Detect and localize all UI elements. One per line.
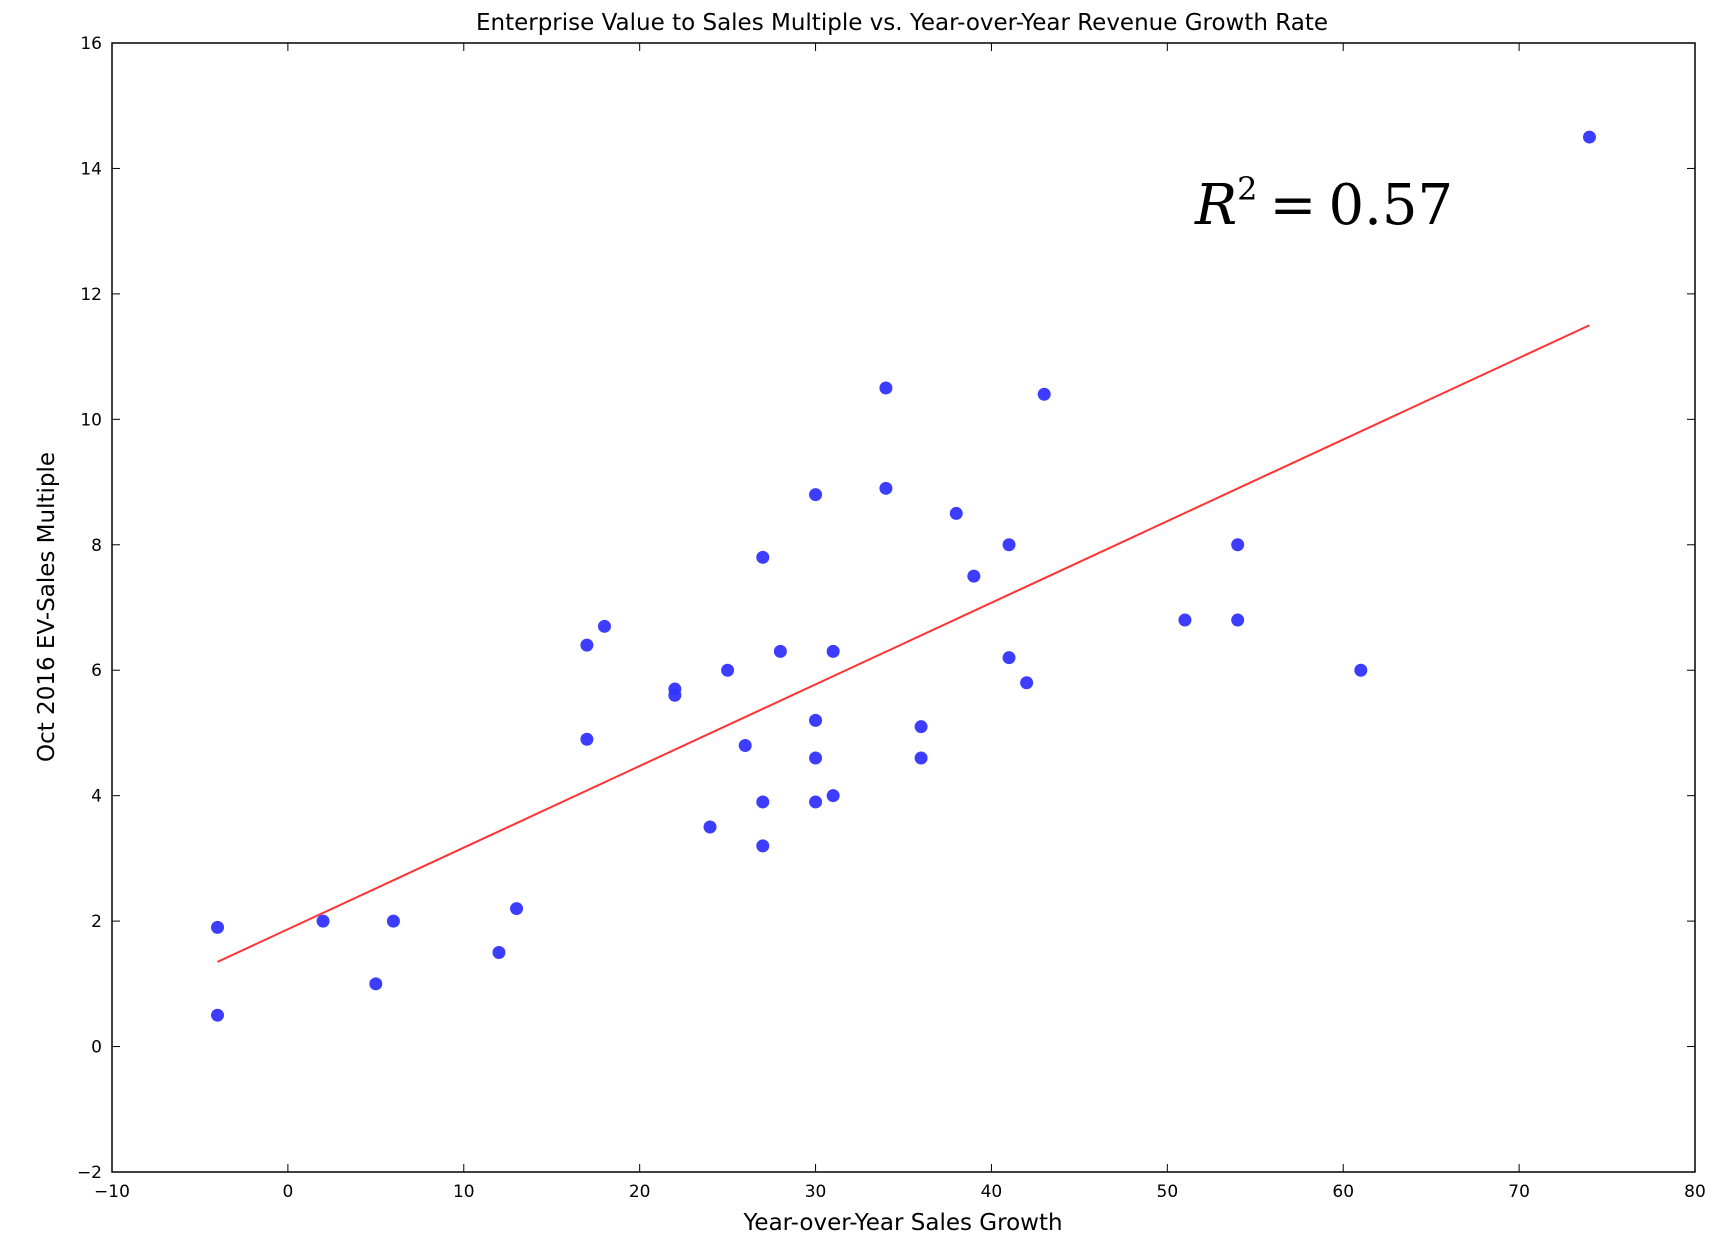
x-tick-label: −10 xyxy=(94,1182,130,1202)
data-point xyxy=(809,713,823,727)
y-tick-label: 0 xyxy=(91,1038,102,1058)
y-tick-label: 12 xyxy=(80,285,102,305)
x-tick-label: 30 xyxy=(805,1182,827,1202)
data-point xyxy=(809,795,823,809)
x-tick-label: 50 xyxy=(1157,1182,1179,1202)
data-point xyxy=(949,506,963,520)
x-tick-label: 80 xyxy=(1684,1182,1706,1202)
x-axis-title: Year-over-Year Sales Growth xyxy=(742,1210,1062,1236)
data-point xyxy=(879,481,893,495)
r-squared-r: R xyxy=(1194,173,1237,238)
data-point xyxy=(211,920,225,934)
data-point xyxy=(510,902,524,916)
x-tick-label: 20 xyxy=(629,1182,651,1202)
data-point xyxy=(914,751,928,765)
data-point xyxy=(597,619,611,633)
data-point xyxy=(1037,387,1051,401)
data-point xyxy=(879,381,893,395)
data-point xyxy=(773,644,787,658)
data-point xyxy=(580,638,594,652)
r-squared-equals: = xyxy=(1270,173,1317,238)
y-tick-label: 10 xyxy=(80,410,102,430)
data-point xyxy=(1020,676,1034,690)
y-tick-label: 16 xyxy=(80,34,102,54)
data-point xyxy=(826,789,840,803)
data-point xyxy=(316,914,330,928)
r-squared-exponent: 2 xyxy=(1237,170,1257,208)
data-points xyxy=(211,130,1596,1022)
data-point xyxy=(756,839,770,853)
data-point xyxy=(1231,613,1245,627)
trend-line xyxy=(217,324,1590,963)
data-point xyxy=(809,488,823,502)
plot-frame xyxy=(111,42,1696,1173)
r-squared-annotation: R2 = 0.57 xyxy=(1194,170,1453,238)
data-point xyxy=(580,732,594,746)
data-point xyxy=(809,751,823,765)
y-tick-label: 14 xyxy=(80,159,102,179)
data-point xyxy=(756,795,770,809)
data-point xyxy=(1354,663,1368,677)
r-squared-value: 0.57 xyxy=(1328,173,1453,238)
x-tick-label: 40 xyxy=(981,1182,1003,1202)
x-tick-label: 0 xyxy=(282,1182,293,1202)
y-axis-title: Oct 2016 EV-Sales Multiple xyxy=(34,452,60,762)
data-point xyxy=(211,1008,225,1022)
data-point xyxy=(967,569,981,583)
data-point xyxy=(756,550,770,564)
data-point xyxy=(1231,538,1245,552)
data-point xyxy=(703,820,717,834)
chart-title: Enterprise Value to Sales Multiple vs. Y… xyxy=(476,10,1328,36)
data-point xyxy=(386,914,400,928)
data-point xyxy=(1002,538,1016,552)
data-point xyxy=(738,738,752,752)
trend-line-group xyxy=(217,324,1590,963)
data-point xyxy=(668,688,682,702)
data-point xyxy=(1582,130,1596,144)
data-point xyxy=(1002,651,1016,665)
data-point xyxy=(1178,613,1192,627)
x-tick-label: 60 xyxy=(1332,1182,1354,1202)
x-tick-label: 70 xyxy=(1508,1182,1530,1202)
data-point xyxy=(914,720,928,734)
x-tick-label: 10 xyxy=(453,1182,475,1202)
data-point xyxy=(369,977,383,991)
y-tick-label: 8 xyxy=(91,536,102,556)
y-tick-label: 2 xyxy=(91,912,102,932)
y-tick-label: 4 xyxy=(91,787,102,807)
axis-ticks: −10 0 10 20 30 40 50 60 70 80 −2 0 2 4 6 8 10 12 14 16 xyxy=(77,34,1706,1202)
data-point xyxy=(492,945,506,959)
y-tick-label: 6 xyxy=(91,661,102,681)
data-point xyxy=(826,644,840,658)
data-point xyxy=(721,663,735,677)
y-tick-label: −2 xyxy=(77,1163,102,1183)
